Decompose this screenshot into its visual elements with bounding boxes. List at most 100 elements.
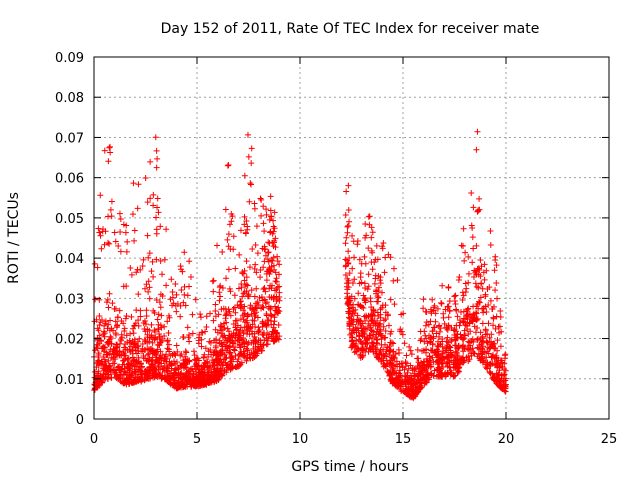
data-point (210, 351, 217, 358)
data-point (192, 296, 199, 303)
data-point (215, 358, 222, 365)
data-point (203, 313, 210, 320)
data-point (467, 328, 474, 335)
data-point (351, 349, 358, 356)
data-point (244, 319, 251, 326)
data-point (235, 356, 242, 363)
data-point (237, 350, 244, 357)
data-point (95, 353, 102, 360)
data-point (429, 354, 436, 361)
data-point (112, 318, 119, 325)
data-point (364, 340, 371, 347)
data-point (373, 242, 380, 249)
data-point (222, 306, 229, 313)
data-point (345, 182, 352, 189)
data-point (265, 258, 272, 265)
data-point (186, 376, 193, 383)
data-point (355, 336, 362, 343)
data-point (183, 349, 190, 356)
data-point (453, 349, 460, 356)
data-point (265, 331, 272, 338)
data-point (477, 294, 484, 301)
data-point (445, 284, 452, 291)
data-point (109, 300, 116, 307)
data-point (147, 363, 154, 370)
data-point (443, 325, 450, 332)
data-point (490, 314, 497, 321)
data-point (258, 293, 265, 300)
data-point (275, 322, 282, 329)
data-point (461, 335, 468, 342)
data-point (121, 379, 128, 386)
data-point (234, 363, 241, 370)
data-point (446, 364, 453, 371)
data-point (492, 257, 499, 264)
data-point (96, 321, 103, 328)
data-point (146, 250, 153, 257)
data-point (91, 368, 98, 375)
data-point (147, 158, 154, 165)
data-point (161, 333, 168, 340)
data-point (457, 319, 464, 326)
data-point (95, 327, 102, 334)
data-point (261, 296, 268, 303)
data-point (501, 366, 508, 373)
data-point (101, 367, 108, 374)
data-point (108, 198, 115, 205)
data-point (342, 240, 349, 247)
data-point (427, 359, 434, 366)
data-point (101, 241, 108, 248)
data-point (243, 357, 250, 364)
data-point (480, 269, 487, 276)
data-point (131, 322, 138, 329)
data-point (157, 348, 164, 355)
data-point (171, 367, 178, 374)
data-point (122, 315, 129, 322)
data-point (361, 331, 368, 338)
data-point (155, 209, 162, 216)
data-point (235, 285, 242, 292)
data-point (155, 321, 162, 328)
data-point (177, 313, 184, 320)
data-point (391, 301, 398, 308)
data-point (274, 307, 281, 314)
data-point (116, 367, 123, 374)
data-point (267, 306, 274, 313)
data-point (228, 218, 235, 225)
data-point (186, 357, 193, 364)
data-point (141, 325, 148, 332)
data-point (477, 346, 484, 353)
data-point (128, 271, 135, 278)
data-point (237, 304, 244, 311)
data-point (465, 353, 472, 360)
data-point (377, 332, 384, 339)
data-point (275, 271, 282, 278)
data-point (390, 348, 397, 355)
data-point (154, 195, 161, 202)
data-point (133, 269, 140, 276)
data-point (271, 266, 278, 273)
data-point (237, 361, 244, 368)
data-point (216, 337, 223, 344)
data-point (356, 280, 363, 287)
data-point (152, 357, 159, 364)
data-point (348, 344, 355, 351)
data-point (237, 302, 244, 309)
data-point (231, 304, 238, 311)
data-point (445, 322, 452, 329)
data-point (349, 311, 356, 318)
data-point (463, 285, 470, 292)
data-point (498, 328, 505, 335)
data-point (159, 271, 166, 278)
data-point (164, 318, 171, 325)
data-point (464, 306, 471, 313)
data-point (491, 267, 498, 274)
data-point (495, 371, 502, 378)
data-point (494, 360, 501, 367)
data-point (387, 347, 394, 354)
data-point (475, 298, 482, 305)
data-point (273, 278, 280, 285)
data-point (380, 323, 387, 330)
data-point (444, 326, 451, 333)
data-point (485, 320, 492, 327)
